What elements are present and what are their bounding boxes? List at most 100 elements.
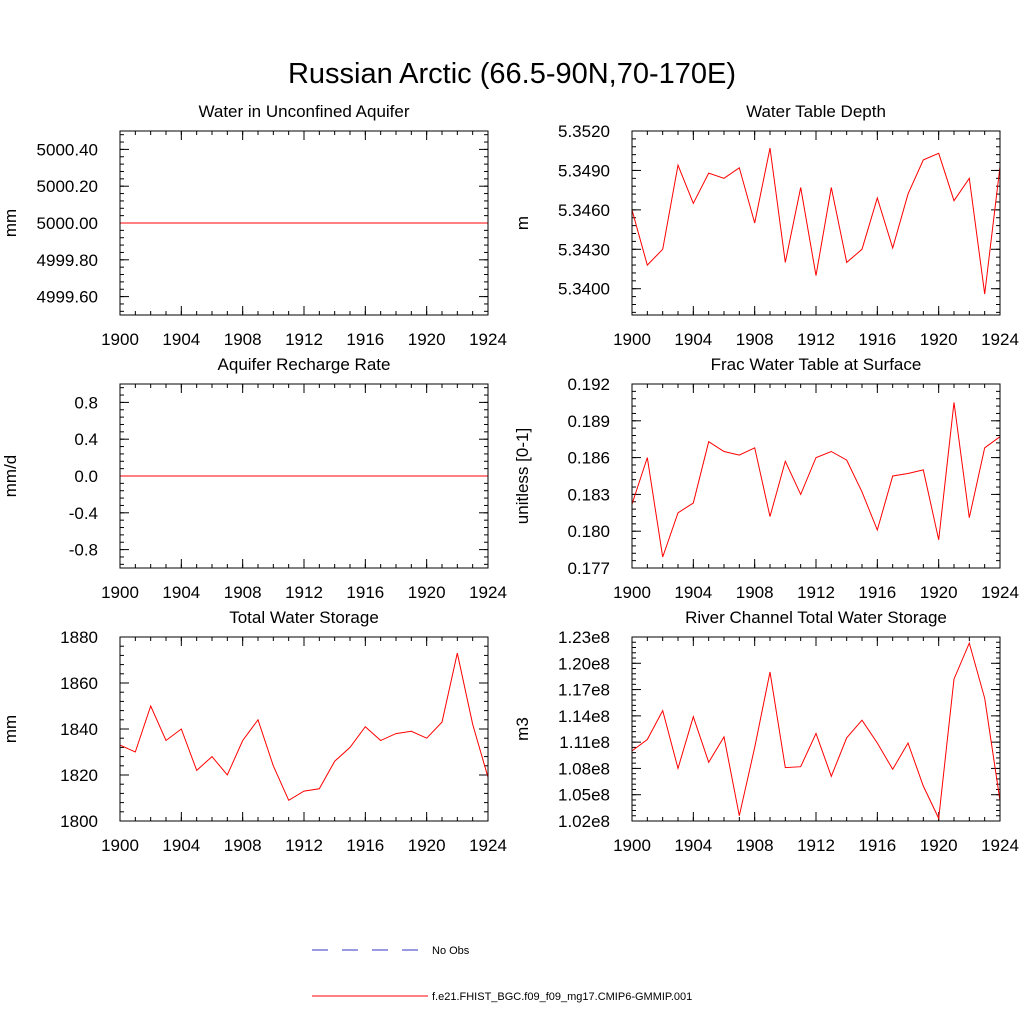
- plot-frame: [119, 383, 489, 569]
- x-tick-label: 1912: [285, 836, 323, 855]
- x-tick-label: 1904: [674, 583, 712, 602]
- y-tick-label: -0.4: [69, 504, 98, 523]
- plot-frame: [631, 636, 1001, 822]
- legend-label-model: f.e21.FHIST_BGC.f09_f09_mg17.CMIP6-GMMIP…: [432, 991, 692, 1003]
- x-tick-label: 1924: [469, 583, 507, 602]
- x-tick-label: 1900: [613, 583, 651, 602]
- y-tick-label: 0.192: [567, 375, 610, 394]
- y-tick-label: 1820: [60, 766, 98, 785]
- x-tick-label: 1908: [224, 583, 262, 602]
- x-tick-label: 1908: [736, 583, 774, 602]
- x-tick-label: 1912: [797, 836, 835, 855]
- y-tick-label: 0.180: [567, 522, 610, 541]
- x-tick-label: 1924: [469, 836, 507, 855]
- chart-panel-2: Water Table Depth m 1900 1904 1908 1912 1916 19…: [513, 102, 1019, 349]
- x-tick-label: 1916: [858, 836, 896, 855]
- y-tick-label: 0.4: [74, 430, 98, 449]
- y-tick-label: 1.02e8: [558, 812, 610, 831]
- x-tick-label: 1916: [346, 583, 384, 602]
- legend-label-no-obs: No Obs: [432, 945, 470, 957]
- charts-layer: Water in Unconfined Aquifer mm 1900 1904 190…: [1, 102, 1019, 855]
- y-axis-label: mm/d: [1, 455, 20, 498]
- y-axis-label: m3: [513, 717, 532, 741]
- x-tick-label: 1924: [981, 330, 1019, 349]
- x-tick-label: 1900: [101, 836, 139, 855]
- x-tick-label: 1904: [162, 583, 200, 602]
- plot-frame: [631, 130, 1001, 316]
- y-tick-label: -0.8: [69, 541, 98, 560]
- y-tick-label: 1.17e8: [558, 681, 610, 700]
- x-tick-label: 1912: [285, 583, 323, 602]
- y-tick-label: 1800: [60, 812, 98, 831]
- y-tick-label: 5000.40: [37, 140, 98, 159]
- y-tick-label: 0.183: [567, 485, 610, 504]
- x-tick-label: 1900: [613, 330, 651, 349]
- x-tick-label: 1908: [224, 330, 262, 349]
- x-tick-label: 1912: [797, 330, 835, 349]
- y-tick-label: 1.08e8: [558, 759, 610, 778]
- y-axis-label: mm: [1, 209, 20, 237]
- y-tick-label: 5000.20: [37, 177, 98, 196]
- x-tick-label: 1916: [858, 583, 896, 602]
- chart-panel-3: Aquifer Recharge Rate mm/d 1900 1904 1908 191…: [1, 355, 507, 602]
- y-tick-label: 4999.60: [37, 288, 98, 307]
- y-tick-label: 1.23e8: [558, 628, 610, 647]
- x-tick-label: 1924: [981, 583, 1019, 602]
- x-tick-label: 1904: [674, 330, 712, 349]
- x-tick-label: 1904: [162, 836, 200, 855]
- x-tick-label: 1900: [613, 836, 651, 855]
- x-tick-label: 1920: [408, 583, 446, 602]
- panel-title: Total Water Storage: [229, 608, 379, 627]
- chart-panel-1: Water in Unconfined Aquifer mm 1900 1904 190…: [1, 102, 507, 349]
- x-tick-label: 1920: [920, 836, 958, 855]
- y-tick-label: 1.14e8: [558, 707, 610, 726]
- x-tick-label: 1912: [285, 330, 323, 349]
- y-tick-label: 5000.00: [37, 214, 98, 233]
- y-tick-label: 0.0: [74, 467, 98, 486]
- x-tick-label: 1912: [797, 583, 835, 602]
- x-tick-label: 1916: [858, 330, 896, 349]
- x-tick-label: 1904: [162, 330, 200, 349]
- y-tick-label: 0.8: [74, 393, 98, 412]
- series-line: [119, 652, 489, 802]
- series-line: [631, 641, 1001, 821]
- plot-frame: [119, 130, 489, 316]
- panel-title: Aquifer Recharge Rate: [218, 355, 391, 374]
- y-tick-label: 1860: [60, 674, 98, 693]
- figure-title: Russian Arctic (66.5-90N,70-170E): [288, 58, 736, 90]
- panel-title: Frac Water Table at Surface: [711, 355, 922, 374]
- chart-panel-5: Total Water Storage mm 1900 1904 1908 1912 191…: [1, 608, 507, 855]
- panel-title: Water Table Depth: [746, 102, 886, 121]
- x-tick-label: 1900: [101, 330, 139, 349]
- y-axis-label: unitless [0-1]: [513, 428, 532, 524]
- x-tick-label: 1904: [674, 836, 712, 855]
- plot-frame: [119, 636, 489, 822]
- chart-panel-4: Frac Water Table at Surface unitless [0-1…: [513, 355, 1019, 602]
- x-tick-label: 1920: [920, 330, 958, 349]
- y-tick-label: 0.186: [567, 449, 610, 468]
- y-tick-label: 1880: [60, 628, 98, 647]
- y-axis-label: mm: [1, 715, 20, 743]
- x-tick-label: 1920: [920, 583, 958, 602]
- y-tick-label: 5.3520: [558, 122, 610, 141]
- x-tick-label: 1920: [408, 330, 446, 349]
- x-tick-label: 1908: [736, 836, 774, 855]
- y-tick-label: 1840: [60, 720, 98, 739]
- y-tick-label: 1.11e8: [559, 733, 610, 752]
- y-tick-label: 0.189: [567, 412, 610, 431]
- x-tick-label: 1924: [469, 330, 507, 349]
- x-tick-label: 1916: [346, 330, 384, 349]
- x-tick-label: 1908: [736, 330, 774, 349]
- y-tick-label: 4999.80: [37, 251, 98, 270]
- x-tick-label: 1916: [346, 836, 384, 855]
- series-line: [631, 402, 1001, 558]
- y-tick-label: 5.3460: [558, 201, 610, 220]
- x-tick-label: 1924: [981, 836, 1019, 855]
- series-line: [631, 147, 1001, 295]
- plot-frame: [631, 383, 1001, 569]
- y-tick-label: 0.177: [567, 559, 610, 578]
- x-tick-label: 1908: [224, 836, 262, 855]
- y-axis-label: m: [513, 216, 532, 230]
